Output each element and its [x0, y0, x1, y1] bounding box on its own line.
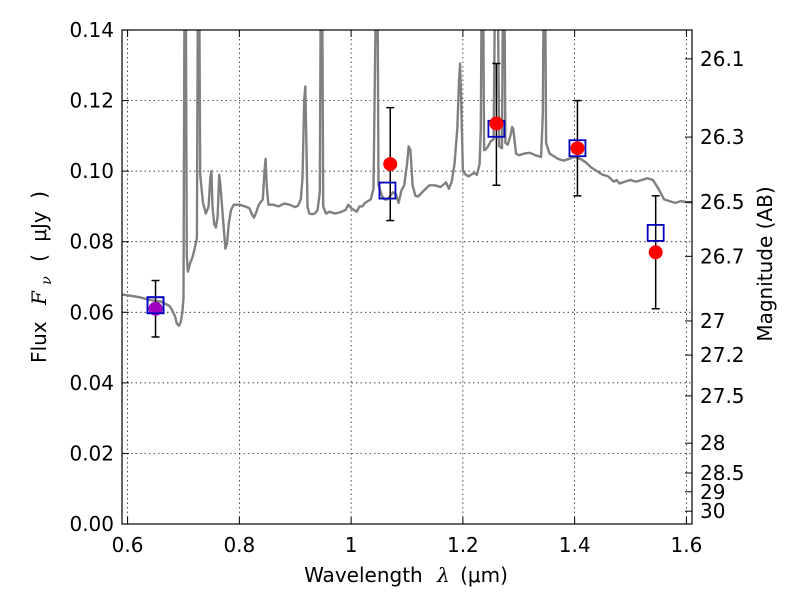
model-square-marker — [378, 181, 397, 200]
x-tick-label: 0.8 — [223, 533, 255, 557]
y-axis-label-text: Flux — [27, 321, 51, 363]
x-tick-label: 1.4 — [559, 533, 591, 557]
x-axis-label-symbol: λ — [436, 563, 450, 587]
y2-tick-label: 27.5 — [700, 384, 745, 408]
y-axis-label-unit: μJy — [27, 211, 51, 242]
x-axis-label-unit: (μm) — [460, 563, 508, 587]
y-tick-label: 0.02 — [69, 441, 114, 465]
y2-tick-label: 26.5 — [700, 190, 745, 214]
observed-point-marker — [570, 141, 585, 156]
y2-tick-label: 29 — [700, 480, 725, 504]
plot-frame — [121, 29, 693, 525]
y2-axis-label: Magnitude (AB) — [753, 186, 777, 341]
x-tick-label: 1.2 — [447, 533, 479, 557]
model-square-marker-overlay — [146, 296, 165, 315]
y-axis-label-subscript: ν — [39, 276, 55, 285]
x-axis-label-text: Wavelength — [304, 563, 423, 587]
model-square-marker — [568, 139, 587, 158]
x-axis-label: Wavelength λ (μm) — [304, 563, 508, 587]
tick-labels: 0.6 0.8 1 1.2 1.4 1.6 0.00 0.02 0.04 0.06 0.08 0.10… — [69, 18, 744, 557]
observed-point-marker — [489, 116, 504, 131]
y2-tick-label: 28.5 — [700, 461, 745, 485]
observed-point-marker — [383, 157, 398, 172]
plot-background — [122, 30, 692, 524]
y-axis-label-close-paren: ) — [27, 191, 51, 199]
spectrum-line — [122, 30, 692, 327]
y2-tick-label: 27 — [700, 309, 725, 333]
y-tick-label: 0.08 — [69, 230, 114, 254]
y2-tick-label: 26.7 — [700, 244, 745, 268]
y-axis-label-symbol: F — [27, 290, 51, 306]
y-tick-label: 0.04 — [69, 371, 114, 395]
y-axis-label-open-paren: ( — [27, 254, 51, 262]
x-tick-label: 1 — [345, 533, 358, 557]
y-tick-label: 0.10 — [69, 159, 114, 183]
y-tick-label: 0.14 — [69, 18, 114, 42]
x-tick-label: 1.6 — [671, 533, 703, 557]
y-axis-label: Flux F ν ( μJy ) — [27, 191, 56, 363]
x-tick-label: 0.6 — [112, 533, 144, 557]
observed-point-marker — [648, 245, 663, 260]
observed-point-marker — [148, 301, 163, 316]
y-tick-label: 0.00 — [69, 512, 114, 536]
y2-tick-label: 26.3 — [700, 125, 745, 149]
marker-group — [146, 62, 665, 338]
y2-tick-label: 27.2 — [700, 343, 745, 367]
y2-tick-label: 26.1 — [700, 47, 745, 71]
model-square-marker — [646, 223, 665, 242]
spectrum-line-group — [122, 30, 692, 327]
y-tick-label: 0.06 — [69, 300, 114, 324]
tick-marks — [122, 29, 692, 525]
y2-tick-label: 30 — [700, 499, 725, 523]
y-tick-label: 0.12 — [69, 89, 114, 113]
y2-tick-label: 28 — [700, 431, 725, 455]
